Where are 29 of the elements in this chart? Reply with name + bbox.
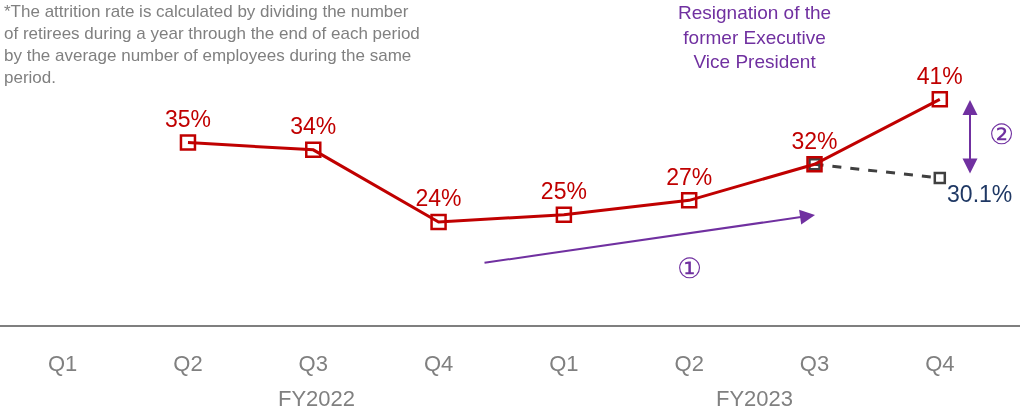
point <box>555 206 573 224</box>
x-tick-label: Q4 <box>423 351 454 377</box>
point <box>933 171 947 185</box>
text: *The attrition rate is calculated by dividing the number of retirees during a year through the end of each period by the average number of employees during the same period. <box>4 2 420 88</box>
point <box>179 134 197 151</box>
x-tick-label: Q2 <box>674 351 704 377</box>
point <box>430 213 447 231</box>
x-tick-label: Q1 <box>549 351 579 377</box>
data-label: 41% <box>916 62 963 89</box>
data-label: 34% <box>290 113 337 140</box>
data-label: 25% <box>540 178 587 205</box>
annotation: ② <box>989 119 1014 150</box>
data-label: 35% <box>164 106 211 133</box>
text: ① <box>677 253 702 284</box>
data-label: 30.1% <box>947 181 1013 208</box>
x-tick-label: Q1 <box>47 351 78 377</box>
text: FY2023 <box>716 386 794 411</box>
point <box>680 192 698 209</box>
x-tick-label: Q3 <box>799 351 830 377</box>
data-label: 24% <box>415 185 462 212</box>
x-tick-label: Q4 <box>925 351 955 377</box>
data-label: 32% <box>791 127 838 154</box>
text: Resignation of the former Executive Vice President <box>678 2 832 73</box>
x-tick-label: Q3 <box>298 351 328 377</box>
point <box>931 91 949 108</box>
data-label: 27% <box>666 163 713 190</box>
x-tick-label: Q2 <box>173 351 203 377</box>
text: FY2022 <box>278 386 356 411</box>
point <box>305 141 322 159</box>
